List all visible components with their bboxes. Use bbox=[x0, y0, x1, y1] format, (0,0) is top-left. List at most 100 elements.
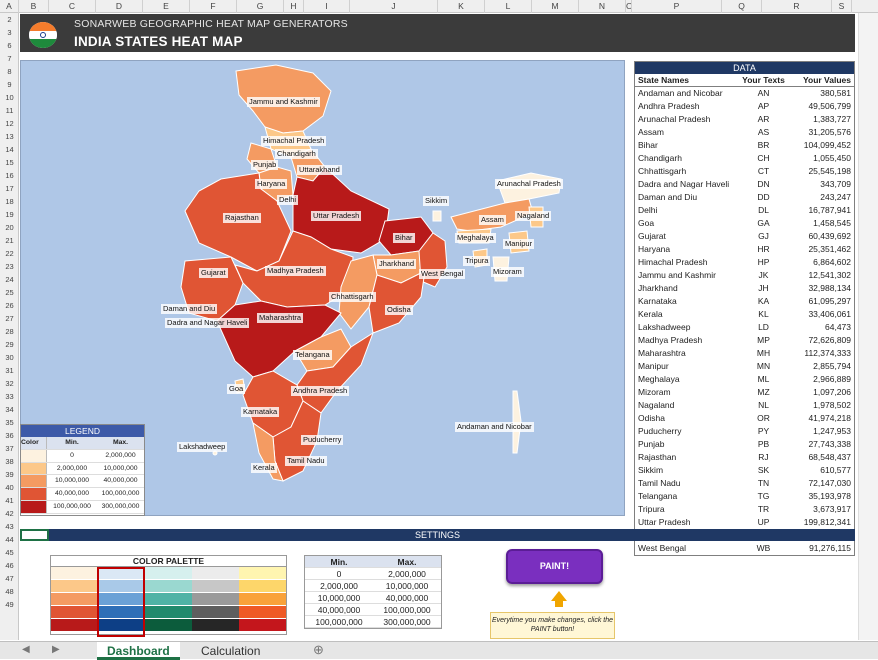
row-header[interactable]: 42 bbox=[5, 509, 14, 518]
state-value-cell[interactable]: 1,978,502 bbox=[813, 400, 851, 410]
row-header[interactable]: 13 bbox=[5, 132, 14, 141]
minmax-min[interactable]: 40,000,000 bbox=[317, 605, 361, 615]
row-header[interactable]: 45 bbox=[5, 548, 14, 557]
minmax-min[interactable]: 2,000,000 bbox=[320, 581, 358, 591]
state-text-cell[interactable]: GJ bbox=[758, 231, 769, 241]
row-header[interactable]: 29 bbox=[5, 340, 14, 349]
row-header[interactable]: 49 bbox=[5, 600, 14, 609]
state-text-cell[interactable]: DD bbox=[757, 192, 770, 202]
paint-button[interactable]: PAINT! bbox=[506, 549, 603, 584]
column-header[interactable]: R bbox=[762, 0, 832, 13]
state-name-cell[interactable]: Gujarat bbox=[638, 231, 666, 241]
state-value-cell[interactable]: 16,787,941 bbox=[808, 205, 851, 215]
state-value-cell[interactable]: 199,812,341 bbox=[803, 517, 851, 527]
state-value-cell[interactable]: 68,548,437 bbox=[808, 452, 851, 462]
state-value-cell[interactable]: 1,383,727 bbox=[813, 114, 851, 124]
state-value-cell[interactable]: 610,577 bbox=[820, 465, 851, 475]
state-value-cell[interactable]: 1,458,545 bbox=[813, 218, 851, 228]
row-header[interactable]: 14 bbox=[5, 145, 14, 154]
row-header[interactable]: 39 bbox=[5, 470, 14, 479]
minmax-max[interactable]: 10,000,000 bbox=[385, 581, 429, 591]
state-text-cell[interactable]: OR bbox=[757, 413, 770, 423]
column-header[interactable]: E bbox=[143, 0, 190, 13]
state-name-cell[interactable]: Lakshadweep bbox=[638, 322, 691, 332]
state-value-cell[interactable]: 32,988,134 bbox=[808, 283, 851, 293]
palette-column[interactable] bbox=[239, 567, 286, 632]
state-text-cell[interactable]: CH bbox=[757, 153, 770, 163]
row-header[interactable]: 12 bbox=[5, 119, 14, 128]
state-value-cell[interactable]: 35,193,978 bbox=[808, 491, 851, 501]
state-value-cell[interactable]: 25,351,462 bbox=[808, 244, 851, 254]
column-header[interactable]: F bbox=[190, 0, 237, 13]
row-header[interactable]: 27 bbox=[5, 314, 14, 323]
row-header[interactable]: 16 bbox=[5, 171, 14, 180]
row-header[interactable]: 9 bbox=[7, 80, 12, 89]
column-header[interactable]: G bbox=[237, 0, 284, 13]
row-header[interactable]: 28 bbox=[5, 327, 14, 336]
state-text-cell[interactable]: DL bbox=[758, 205, 769, 215]
minmax-max[interactable]: 2,000,000 bbox=[388, 569, 426, 579]
india-heat-map[interactable]: Jammu and Kashmir Himachal Pradesh Chand… bbox=[20, 60, 625, 516]
selected-cell[interactable] bbox=[20, 529, 49, 541]
state-value-cell[interactable]: 343,709 bbox=[820, 179, 851, 189]
state-name-cell[interactable]: Nagaland bbox=[638, 400, 675, 410]
row-header[interactable]: 34 bbox=[5, 405, 14, 414]
state-text-cell[interactable]: AS bbox=[757, 127, 770, 137]
state-value-cell[interactable]: 61,095,297 bbox=[808, 296, 851, 306]
state-text-cell[interactable]: CT bbox=[757, 166, 770, 176]
column-header[interactable]: H bbox=[284, 0, 304, 13]
row-header[interactable]: 26 bbox=[5, 301, 14, 310]
state-value-cell[interactable]: 380,581 bbox=[820, 88, 851, 98]
state-name-cell[interactable]: Bihar bbox=[638, 140, 658, 150]
row-header[interactable]: 32 bbox=[5, 379, 14, 388]
column-header[interactable]: I bbox=[304, 0, 350, 13]
state-name-cell[interactable]: Odisha bbox=[638, 413, 665, 423]
column-header[interactable]: S bbox=[832, 0, 852, 13]
state-text-cell[interactable]: MZ bbox=[757, 387, 770, 397]
state-value-cell[interactable]: 27,743,338 bbox=[808, 439, 851, 449]
state-value-cell[interactable]: 31,205,576 bbox=[808, 127, 851, 137]
state-value-cell[interactable]: 60,439,692 bbox=[808, 231, 851, 241]
state-text-cell[interactable]: PY bbox=[757, 426, 770, 436]
row-header[interactable]: 38 bbox=[5, 457, 14, 466]
minmax-max[interactable]: 300,000,000 bbox=[383, 617, 431, 627]
state-value-cell[interactable]: 1,097,206 bbox=[813, 387, 851, 397]
state-value-cell[interactable]: 1,055,450 bbox=[813, 153, 851, 163]
row-header[interactable]: 35 bbox=[5, 418, 14, 427]
state-name-cell[interactable]: Telangana bbox=[638, 491, 678, 501]
row-header[interactable]: 17 bbox=[5, 184, 14, 193]
state-text-cell[interactable]: KL bbox=[758, 309, 769, 319]
state-name-cell[interactable]: Puducherry bbox=[638, 426, 682, 436]
row-header[interactable]: 11 bbox=[5, 106, 14, 115]
state-text-cell[interactable]: KA bbox=[757, 296, 770, 306]
state-name-cell[interactable]: Manipur bbox=[638, 361, 669, 371]
row-header[interactable]: 10 bbox=[5, 93, 14, 102]
row-header[interactable]: 25 bbox=[5, 288, 14, 297]
row-header[interactable]: 8 bbox=[7, 67, 12, 76]
state-text-cell[interactable]: LD bbox=[758, 322, 769, 332]
minmax-min[interactable]: 100,000,000 bbox=[315, 617, 363, 627]
state-text-cell[interactable]: ML bbox=[757, 374, 770, 384]
state-name-cell[interactable]: Uttar Pradesh bbox=[638, 517, 691, 527]
state-name-cell[interactable]: Dadra and Nagar Haveli bbox=[638, 179, 730, 189]
state-text-cell[interactable]: BR bbox=[757, 140, 770, 150]
vertical-scrollbar[interactable] bbox=[858, 13, 878, 640]
state-name-cell[interactable]: Kerala bbox=[638, 309, 663, 319]
state-text-cell[interactable]: AR bbox=[757, 114, 770, 124]
row-header[interactable]: 7 bbox=[7, 54, 12, 63]
state-text-cell[interactable]: RJ bbox=[758, 452, 769, 462]
state-name-cell[interactable]: West Bengal bbox=[638, 543, 687, 553]
state-name-cell[interactable]: Sikkim bbox=[638, 465, 664, 475]
state-name-cell[interactable]: Goa bbox=[638, 218, 655, 228]
state-text-cell[interactable]: AN bbox=[757, 88, 770, 98]
state-value-cell[interactable]: 112,374,333 bbox=[804, 348, 851, 358]
column-header[interactable]: N bbox=[579, 0, 626, 13]
minmax-max[interactable]: 40,000,000 bbox=[385, 593, 429, 603]
palette-column[interactable] bbox=[192, 567, 239, 632]
row-header[interactable]: 6 bbox=[7, 41, 12, 50]
column-header[interactable]: C bbox=[49, 0, 96, 13]
state-value-cell[interactable]: 41,974,218 bbox=[808, 413, 851, 423]
state-name-cell[interactable]: Jammu and Kashmir bbox=[638, 270, 716, 280]
state-name-cell[interactable]: Jharkhand bbox=[638, 283, 678, 293]
column-header[interactable]: Q bbox=[722, 0, 762, 13]
